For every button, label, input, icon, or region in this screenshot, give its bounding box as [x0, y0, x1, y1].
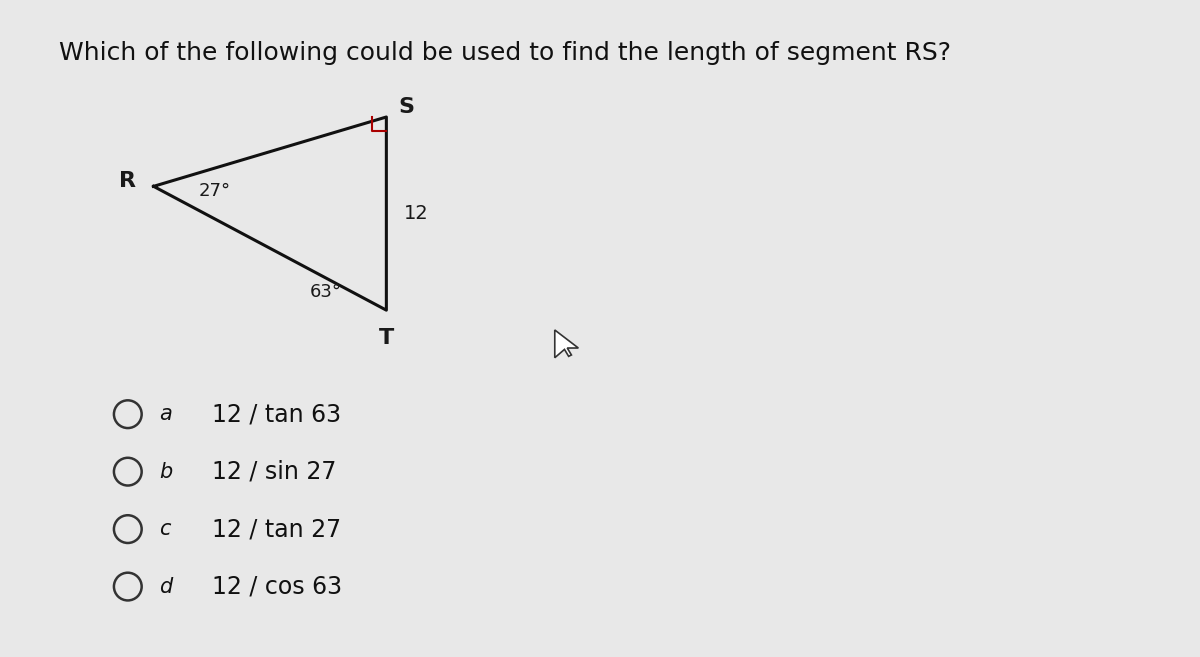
Text: 12 / cos 63: 12 / cos 63 — [212, 575, 342, 599]
Text: T: T — [379, 328, 394, 348]
Text: a: a — [160, 404, 173, 424]
Text: 63°: 63° — [310, 283, 342, 302]
Text: S: S — [398, 97, 414, 117]
Text: d: d — [160, 577, 173, 597]
Text: R: R — [119, 171, 136, 191]
Text: 12 / sin 27: 12 / sin 27 — [212, 460, 336, 484]
Text: 12: 12 — [404, 204, 428, 223]
Text: 12 / tan 27: 12 / tan 27 — [212, 517, 341, 541]
Text: b: b — [160, 462, 173, 482]
Text: c: c — [160, 519, 170, 539]
Polygon shape — [554, 330, 578, 357]
Text: 12 / tan 63: 12 / tan 63 — [212, 402, 341, 426]
Text: 27°: 27° — [198, 182, 230, 200]
Text: Which of the following could be used to find the length of segment RS?: Which of the following could be used to … — [60, 41, 952, 64]
